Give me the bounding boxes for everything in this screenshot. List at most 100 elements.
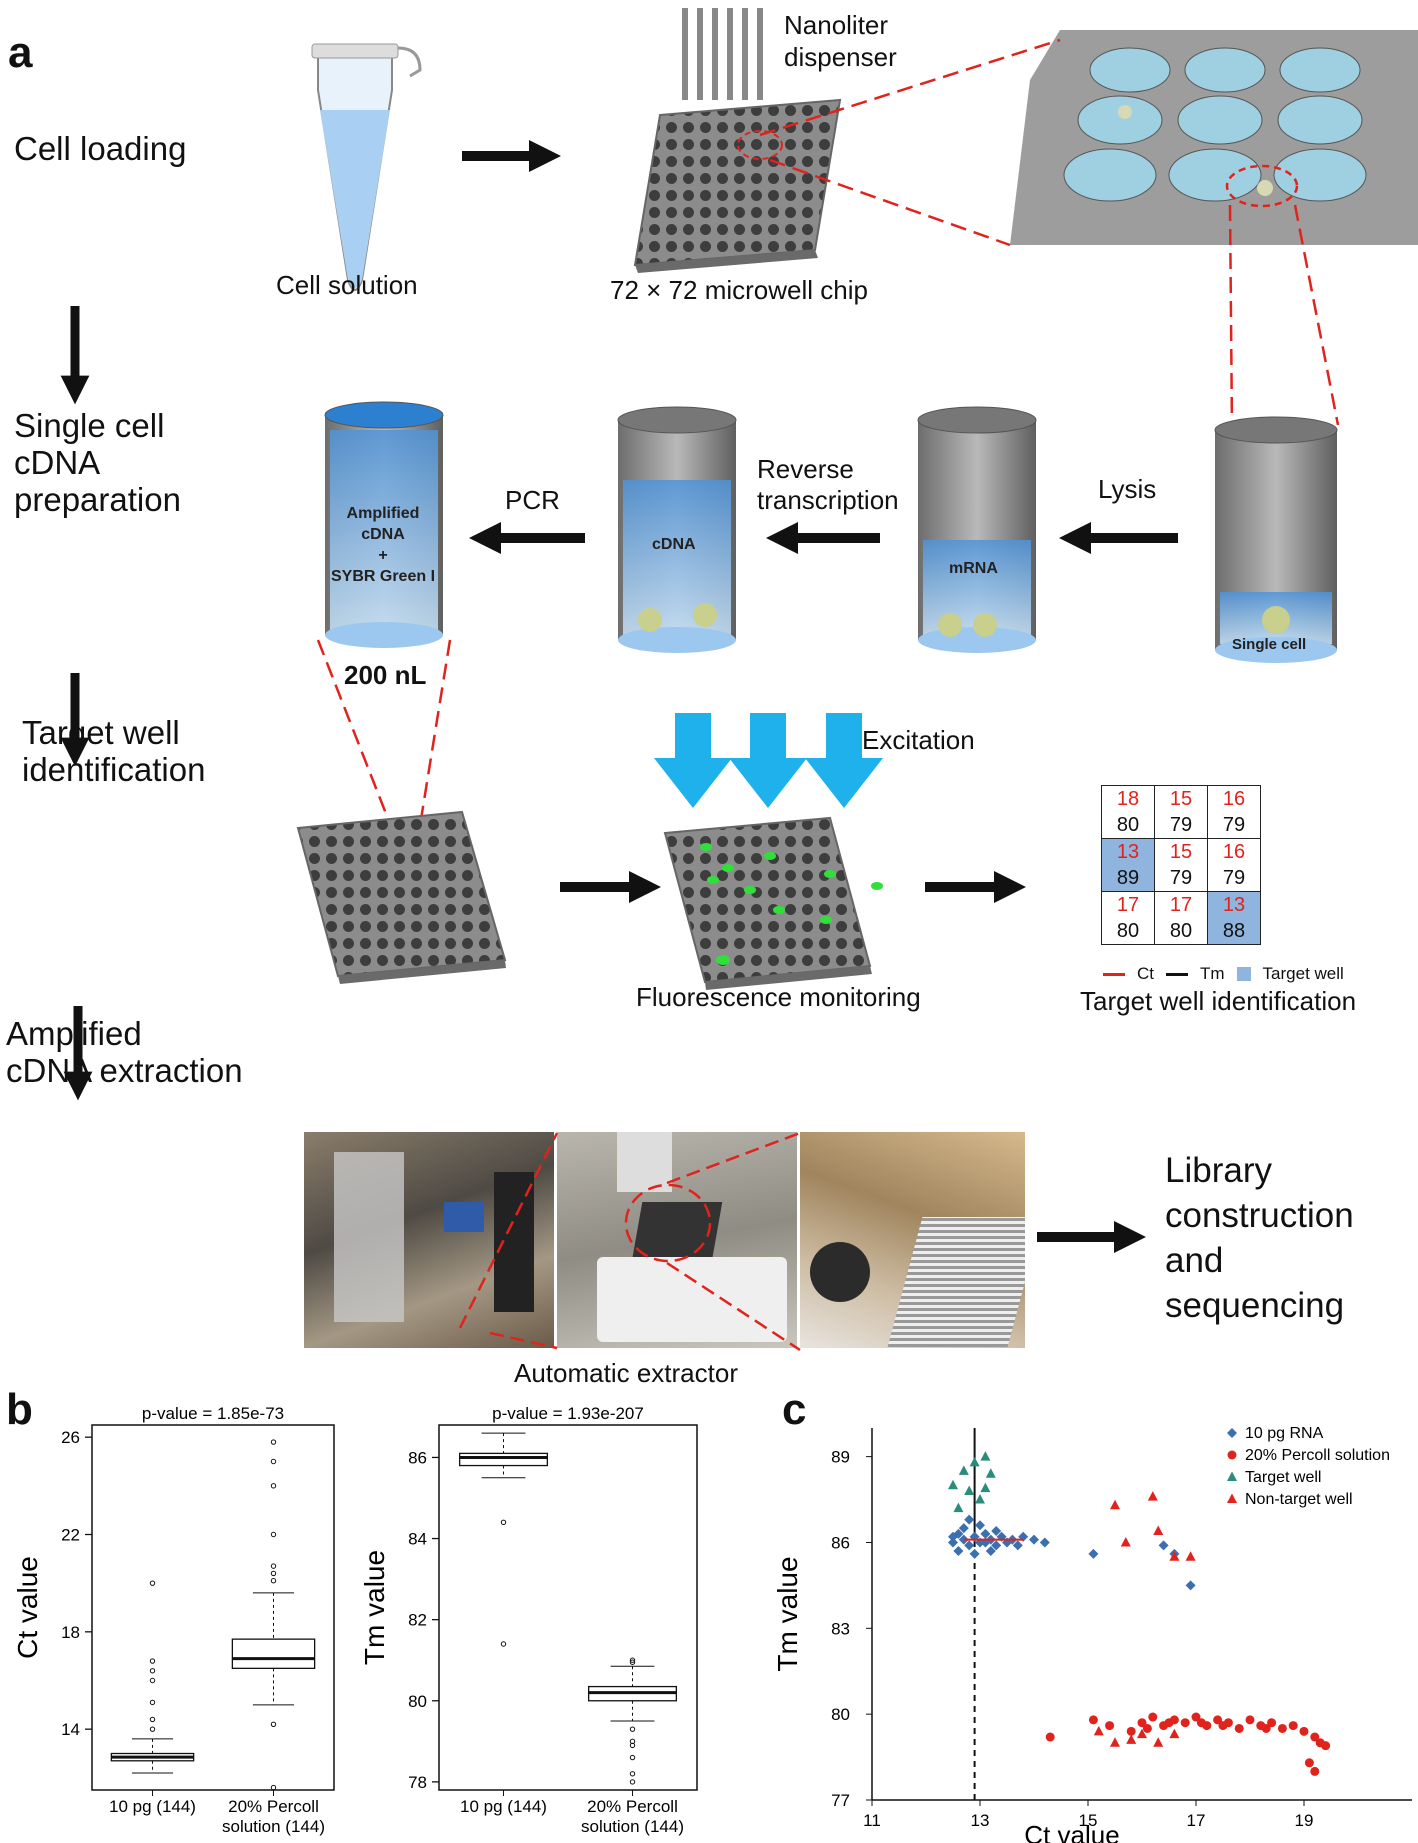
legend-label: 10 pg RNA (1245, 1425, 1324, 1442)
data-point (980, 1528, 991, 1539)
chart-title: p-value = 1.85e-73 (142, 1404, 284, 1423)
microwell-chip-icon (296, 810, 507, 984)
x-tick-label: 11 (863, 1811, 881, 1830)
extractor-photo-3 (800, 1132, 1025, 1348)
outlier-point (629, 1779, 636, 1785)
step-cell-loading: Cell loading (14, 130, 187, 167)
label-extractor: Automatic extractor (514, 1358, 738, 1388)
label-target-id: Target well identification (1080, 986, 1357, 1016)
data-point (1126, 1726, 1136, 1736)
dispenser-icon (682, 8, 763, 100)
data-point (975, 1494, 985, 1504)
data-point (948, 1537, 958, 1548)
data-point (1288, 1721, 1298, 1731)
outlier-point (629, 1771, 636, 1777)
y-tick-label: 83 (831, 1619, 850, 1638)
well-cell: 17 80 (1154, 891, 1208, 945)
outlier-point (270, 1439, 277, 1445)
label-excitation: Excitation (862, 725, 975, 755)
outlier-point (149, 1580, 156, 1586)
data-point (1164, 1718, 1174, 1728)
ct-value: 15 (1169, 788, 1193, 810)
data-point (1142, 1723, 1152, 1733)
data-point (1185, 1580, 1196, 1591)
down-arrow-icon (60, 306, 93, 1101)
x-tick-label: 10 pg (144) (460, 1797, 547, 1816)
well-cell: 17 80 (1101, 891, 1155, 945)
outlier-point (149, 1716, 156, 1723)
outlier-point (270, 1483, 277, 1489)
tm-value: 79 (1222, 814, 1246, 836)
data-point (1227, 1493, 1237, 1503)
label-chip: 72 × 72 microwell chip (610, 275, 868, 305)
label-dispenser-line1: Nanoliter (784, 10, 889, 40)
extractor-photo-2 (557, 1132, 797, 1348)
outlier-point (629, 1742, 636, 1749)
outlier-point (270, 1531, 277, 1538)
label-volume: 200 nL (344, 660, 427, 690)
fluorescent-chip-icon (663, 816, 883, 990)
data-point (1196, 1718, 1206, 1728)
outlier-point (270, 1784, 277, 1791)
data-point (1126, 1734, 1137, 1744)
x-tick-label: 20% Percoll (587, 1797, 678, 1816)
x-tick-label: 19 (1295, 1811, 1314, 1830)
target-well-legend: Ct Tm Target well (1103, 964, 1344, 984)
outlier-point (629, 1726, 636, 1732)
data-point (953, 1502, 964, 1513)
x-axis-label: Ct value (1024, 1820, 1119, 1843)
tm-value: 79 (1169, 814, 1193, 836)
data-point (1299, 1726, 1309, 1736)
well-cell: 15 79 (1154, 785, 1208, 839)
data-point (1185, 1551, 1196, 1561)
plot-frame (91, 1424, 335, 1791)
plot-frame (438, 1424, 698, 1791)
target-well-table: 18 80 15 79 16 79 13 89 15 79 16 79 17 80 17 80 13 88 (1101, 785, 1261, 945)
outlier-point (149, 1668, 156, 1674)
data-point (975, 1520, 985, 1531)
ct-value: 13 (1222, 894, 1246, 916)
data-point (1029, 1534, 1039, 1545)
data-point (985, 1468, 996, 1478)
cylinder-rt-icon (617, 406, 737, 653)
y-tick-label: 14 (61, 1720, 80, 1739)
tm-value: 79 (1222, 867, 1246, 889)
data-point (1267, 1718, 1277, 1728)
well-cell: 13 89 (1101, 838, 1155, 892)
y-tick-label: 80 (408, 1692, 427, 1711)
ct-value: 13 (1116, 841, 1140, 863)
data-point (964, 1540, 975, 1551)
data-point (964, 1485, 975, 1495)
data-point (958, 1523, 969, 1534)
legend-label: Non-target well (1245, 1491, 1353, 1508)
panel-label-a: a (8, 28, 33, 77)
data-point (1321, 1741, 1331, 1751)
data-point (1245, 1715, 1255, 1725)
label-single-cell: Single cell (1232, 636, 1307, 653)
data-point (1093, 1725, 1104, 1736)
data-point (1105, 1721, 1115, 1731)
step-target-well-line2: identification (22, 751, 206, 788)
data-point (1039, 1537, 1050, 1548)
tm-value: 80 (1169, 920, 1193, 942)
outlier-point (270, 1570, 277, 1577)
ct-value: 16 (1222, 788, 1246, 810)
data-point (1148, 1712, 1158, 1722)
data-point (1277, 1723, 1287, 1733)
data-point (996, 1531, 1007, 1542)
workflow-schematic (60, 8, 1418, 1254)
data-point (1045, 1732, 1055, 1742)
y-tick-label: 77 (831, 1791, 850, 1810)
data-point (1158, 1540, 1169, 1551)
panel-label-c: c (782, 1385, 807, 1434)
label-dispenser-line2: dispenser (784, 42, 897, 72)
data-point (969, 1548, 980, 1559)
x-tick-label: 20% Percoll (228, 1797, 319, 1816)
label-cdna: cDNA (652, 536, 696, 553)
excitation-arrow-icon (654, 713, 883, 808)
well-cell: 16 79 (1207, 785, 1261, 839)
y-tick-label: 84 (408, 1530, 427, 1549)
box (231, 1638, 316, 1669)
tm-value: 80 (1116, 814, 1140, 836)
data-point (1234, 1723, 1244, 1733)
